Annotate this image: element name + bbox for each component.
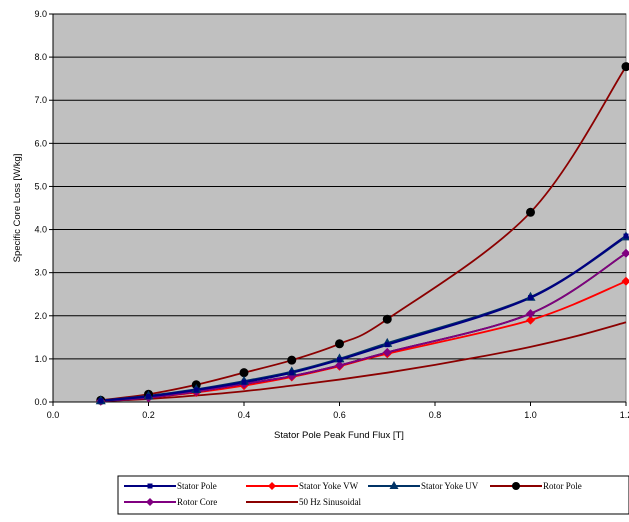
series-point-0 (242, 380, 247, 385)
series-point-3 (526, 208, 535, 217)
legend: Stator Pole Stator Yoke VW Stator Yoke UV R… (118, 476, 629, 514)
y-tick-label: 8.0 (34, 52, 47, 62)
series-point-0 (624, 234, 629, 239)
y-tick-label: 7.0 (34, 95, 47, 105)
series-point-3 (287, 356, 296, 365)
x-tick-label: 0.4 (238, 410, 251, 420)
series-point-0 (146, 394, 151, 399)
x-axis-title: Stator Pole Peak Fund Flux [T] (274, 430, 404, 441)
y-axis-title: Specific Core Loss [W/kg] (12, 154, 23, 263)
series-point-0 (528, 295, 533, 300)
x-tick-label: 0.2 (142, 410, 155, 420)
legend-marker (148, 484, 153, 489)
y-tick-label: 9.0 (34, 9, 47, 19)
y-tick-label: 0.0 (34, 397, 47, 407)
legend-label: Stator Yoke VW (299, 481, 359, 491)
y-tick-label: 4.0 (34, 225, 47, 235)
y-tick-label: 1.0 (34, 354, 47, 364)
series-point-3 (335, 339, 344, 348)
y-tick-label: 6.0 (34, 138, 47, 148)
y-tick-label: 2.0 (34, 311, 47, 321)
series-point-0 (194, 387, 199, 392)
x-tick-labels: 0.0 0.2 0.4 0.6 0.8 1.0 1.2 (47, 410, 629, 420)
legend-label: 50 Hz Sinusoidal (299, 497, 361, 507)
y-tick-label: 3.0 (34, 268, 47, 278)
x-tick-label: 1.2 (620, 410, 629, 420)
x-tick-label: 0.0 (47, 410, 60, 420)
series-point-0 (289, 370, 294, 375)
x-tick-label: 0.6 (333, 410, 346, 420)
x-tick-label: 0.8 (429, 410, 442, 420)
legend-label: Stator Yoke UV (421, 481, 479, 491)
legend-label: Rotor Pole (543, 481, 582, 491)
series-point-3 (383, 315, 392, 324)
legend-label: Stator Pole (177, 481, 217, 491)
series-point-0 (385, 342, 390, 347)
y-tick-label: 5.0 (34, 181, 47, 191)
y-tick-labels: 0.0 1.0 2.0 3.0 4.0 5.0 6.0 7.0 8.0 9.0 (34, 9, 47, 407)
x-tick-label: 1.0 (524, 410, 537, 420)
series-point-0 (98, 398, 103, 403)
series-point-0 (337, 357, 342, 362)
legend-label: Rotor Core (177, 497, 217, 507)
legend-marker (512, 482, 520, 490)
